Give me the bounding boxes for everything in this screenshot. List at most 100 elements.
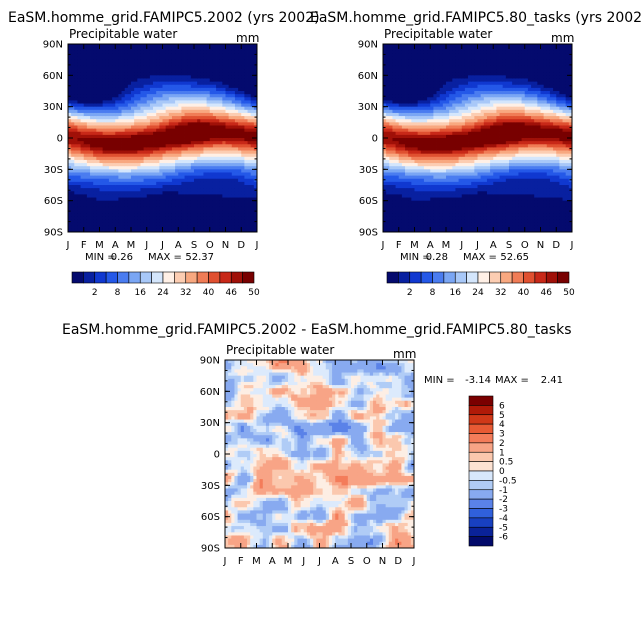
field-cell: [178, 119, 182, 123]
field-cell: [414, 112, 419, 117]
field-cell: [137, 44, 141, 48]
field-cell: [247, 153, 252, 158]
field-cell: [247, 216, 252, 220]
field-cell: [405, 150, 409, 155]
field-cell: [153, 181, 157, 186]
field-cell: [439, 219, 444, 223]
field-cell: [137, 219, 141, 223]
field-cell: [395, 112, 400, 117]
field-cell: [184, 81, 189, 86]
field-cell: [241, 69, 245, 73]
field-cell: [165, 219, 170, 223]
field-cell: [187, 188, 192, 192]
field-cell: [137, 84, 141, 89]
field-cell: [395, 222, 400, 227]
field-cell: [140, 109, 144, 114]
field-cell: [234, 194, 239, 198]
field-cell: [99, 69, 104, 73]
field-cell: [68, 50, 72, 54]
field-cell: [181, 59, 185, 64]
field-cell: [80, 166, 85, 170]
field-cell: [433, 225, 437, 230]
field-cell: [93, 200, 97, 205]
field-cell: [427, 169, 431, 173]
field-cell: [238, 100, 242, 104]
field-cell: [90, 203, 94, 208]
field-cell: [121, 81, 126, 86]
field-cell: [241, 119, 245, 123]
field-cell: [153, 44, 157, 48]
field-cell: [134, 94, 138, 98]
field-cell: [181, 197, 185, 202]
field-cell: [212, 47, 217, 51]
field-cell: [427, 203, 431, 208]
field-cell: [83, 194, 88, 198]
field-cell: [197, 144, 201, 148]
field-cell: [436, 91, 441, 95]
field-cell: [253, 150, 258, 155]
field-cell: [71, 156, 75, 161]
field-cell: [439, 144, 444, 148]
field-cell: [383, 75, 387, 79]
field-cell: [121, 122, 126, 126]
field-cell: [219, 103, 223, 108]
field-cell: [149, 172, 154, 176]
field-cell: [253, 216, 258, 220]
field-cell: [102, 144, 107, 148]
field-cell: [417, 122, 422, 126]
field-cell: [427, 138, 431, 142]
field-cell: [433, 116, 437, 120]
field-cell: [184, 112, 189, 117]
field-cell: [159, 125, 163, 129]
field-cell: [181, 200, 185, 205]
field-cell: [74, 147, 78, 151]
field-cell: [401, 188, 406, 192]
field-cell: [225, 122, 230, 126]
field-cell: [206, 81, 211, 86]
field-cell: [414, 228, 419, 233]
field-cell: [222, 72, 226, 76]
field-cell: [127, 222, 132, 227]
field-cell: [124, 91, 129, 95]
field-cell: [159, 91, 163, 95]
field-cell: [190, 150, 195, 155]
field-cell: [401, 225, 406, 230]
field-cell: [216, 163, 220, 167]
field-cell: [231, 144, 236, 148]
field-cell: [86, 194, 91, 198]
field-cell: [93, 172, 97, 176]
field-cell: [74, 222, 78, 227]
field-cell: [115, 72, 119, 76]
field-cell: [68, 47, 72, 51]
field-cell: [146, 175, 151, 180]
field-cell: [74, 141, 78, 145]
field-cell: [234, 172, 239, 176]
field-cell: [71, 150, 75, 155]
field-cell: [247, 112, 252, 117]
field-cell: [225, 84, 230, 89]
field-cell: [194, 216, 198, 220]
field-cell: [124, 56, 129, 61]
field-cell: [156, 147, 160, 151]
field-cell: [439, 188, 444, 192]
field-cell: [175, 194, 179, 198]
field-cell: [392, 178, 396, 183]
field-cell: [146, 69, 151, 73]
field-cell: [383, 59, 387, 64]
field-cell: [74, 206, 78, 211]
field-cell: [430, 181, 434, 186]
field-cell: [439, 197, 444, 202]
field-cell: [395, 50, 400, 54]
field-cell: [93, 81, 97, 86]
field-cell: [99, 50, 104, 54]
field-cell: [423, 188, 428, 192]
field-cell: [436, 128, 441, 133]
field-cell: [417, 69, 422, 73]
field-cell: [244, 72, 248, 76]
field-cell: [105, 78, 110, 82]
field-cell: [153, 69, 157, 73]
field-cell: [131, 47, 135, 51]
field-cell: [74, 87, 78, 92]
field-cell: [430, 97, 434, 101]
field-cell: [83, 138, 88, 142]
